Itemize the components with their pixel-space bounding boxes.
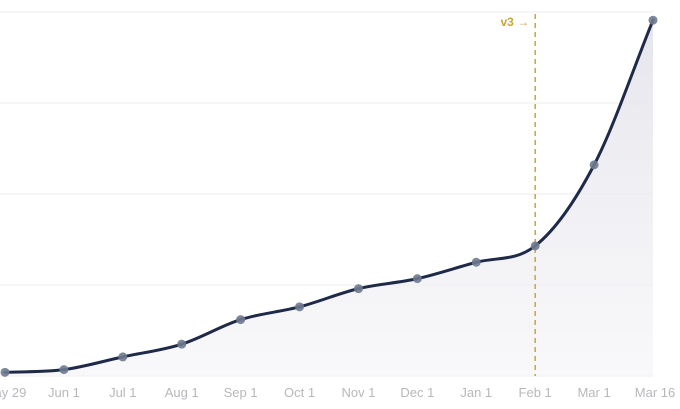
x-tick-label: Mar 1 xyxy=(577,385,610,400)
x-tick-label: Dec 1 xyxy=(400,385,434,400)
data-point-aug-1[interactable] xyxy=(177,339,187,349)
data-point-feb-1[interactable] xyxy=(530,241,540,251)
data-point-oct-1[interactable] xyxy=(295,302,305,312)
v3-annotation-label: v3 → xyxy=(500,15,529,29)
x-tick-label: Sep 1 xyxy=(224,385,258,400)
data-point-jan-1[interactable] xyxy=(471,257,481,267)
data-point-jul-1[interactable] xyxy=(118,352,128,362)
area-fill xyxy=(5,20,653,376)
data-point-mar-1[interactable] xyxy=(589,160,599,170)
data-point-dec-1[interactable] xyxy=(412,274,422,284)
x-tick-label: Aug 1 xyxy=(165,385,199,400)
x-tick-label: May 29 xyxy=(0,385,26,400)
data-point-sep-1[interactable] xyxy=(236,315,246,325)
data-point-mar-16[interactable] xyxy=(648,15,658,25)
x-tick-label: Mar 16 xyxy=(635,385,675,400)
x-tick-label: Jul 1 xyxy=(109,385,136,400)
data-point-jun-1[interactable] xyxy=(59,365,69,375)
data-point-nov-1[interactable] xyxy=(353,284,363,294)
x-tick-label: Jan 1 xyxy=(460,385,492,400)
x-tick-label: Feb 1 xyxy=(519,385,552,400)
x-tick-label: Oct 1 xyxy=(284,385,315,400)
x-tick-label: Nov 1 xyxy=(341,385,375,400)
data-point-may-29[interactable] xyxy=(0,367,10,377)
x-tick-label: Jun 1 xyxy=(48,385,80,400)
